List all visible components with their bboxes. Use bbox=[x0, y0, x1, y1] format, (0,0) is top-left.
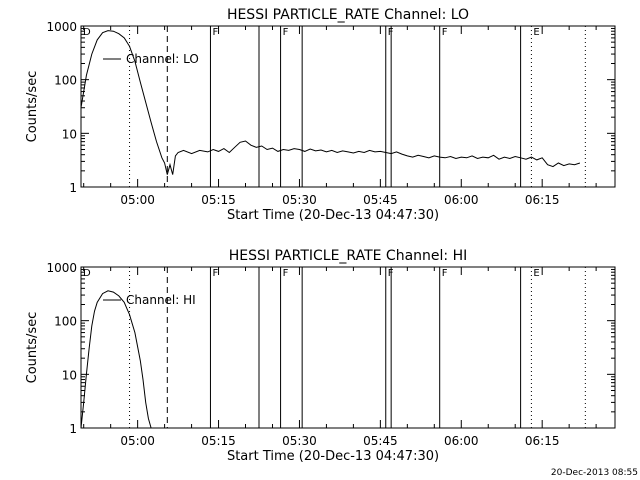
x-tick-label: 05:00 bbox=[120, 434, 155, 448]
event-flag-label: E bbox=[533, 268, 539, 279]
corner-label: D bbox=[83, 27, 91, 38]
y-tick-label: 1000 bbox=[46, 20, 77, 34]
chart-title: HESSI PARTICLE_RATE Channel: HI bbox=[229, 248, 467, 264]
y-tick-label: 10 bbox=[62, 368, 77, 382]
event-flag-label: F bbox=[283, 27, 289, 38]
x-tick-label: 06:15 bbox=[525, 434, 560, 448]
event-flag-label: E bbox=[533, 27, 539, 38]
y-axis-label: Counts/sec bbox=[25, 312, 40, 384]
x-tick-label: 05:45 bbox=[363, 434, 398, 448]
event-flag-label: F bbox=[283, 268, 289, 279]
y-tick-label: 1 bbox=[69, 181, 77, 195]
plot-frame bbox=[80, 25, 616, 188]
y-tick-label: 10 bbox=[62, 127, 77, 141]
event-flag-label: F bbox=[442, 27, 448, 38]
x-tick-label: 05:15 bbox=[201, 434, 236, 448]
event-flag-label: F bbox=[212, 268, 218, 279]
x-axis-label: Start Time (20-Dec-13 04:47:30) bbox=[227, 208, 439, 223]
y-tick-label: 1000 bbox=[46, 261, 77, 275]
x-tick-label: 05:15 bbox=[201, 193, 236, 207]
x-tick-label: 05:45 bbox=[363, 193, 398, 207]
panel-hi: HESSI PARTICLE_RATE Channel: HI 1 10 100 100… bbox=[25, 248, 616, 464]
y-tick-label: 1 bbox=[69, 422, 77, 436]
chart-title: HESSI PARTICLE_RATE Channel: LO bbox=[227, 7, 469, 23]
footer-timestamp: 20-Dec-2013 08:55 bbox=[551, 468, 638, 478]
legend-label: Channel: LO bbox=[126, 52, 199, 66]
event-flag-label: F bbox=[212, 27, 218, 38]
series-line bbox=[80, 30, 581, 175]
series-line bbox=[80, 290, 152, 429]
x-tick-label: 06:00 bbox=[444, 193, 479, 207]
panel-lo: HESSI PARTICLE_RATE Channel: LO 1 10 100 100… bbox=[25, 7, 616, 223]
event-flag-label: F bbox=[442, 268, 448, 279]
y-tick-label: 100 bbox=[54, 74, 77, 88]
plot-frame bbox=[80, 266, 616, 429]
legend-label: Channel: HI bbox=[126, 293, 196, 307]
x-tick-label: 05:30 bbox=[282, 193, 317, 207]
x-tick-label: 05:00 bbox=[120, 193, 155, 207]
x-tick-label: 06:15 bbox=[525, 193, 560, 207]
y-tick-label: 100 bbox=[54, 315, 77, 329]
x-axis-label: Start Time (20-Dec-13 04:47:30) bbox=[227, 449, 439, 464]
y-axis-label: Counts/sec bbox=[25, 71, 40, 143]
x-tick-label: 06:00 bbox=[444, 434, 479, 448]
corner-label: D bbox=[83, 268, 91, 279]
x-tick-label: 05:30 bbox=[282, 434, 317, 448]
